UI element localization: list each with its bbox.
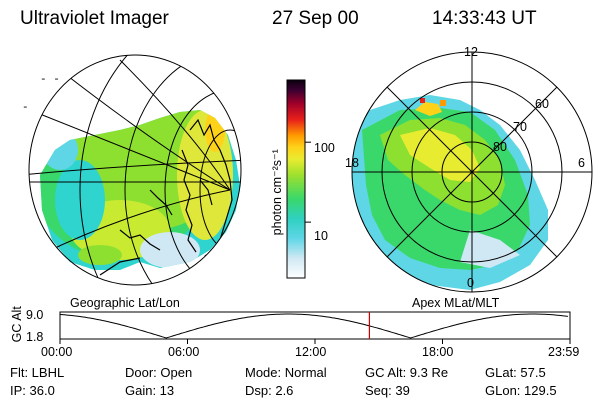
mlt-label-6: 6 [578, 156, 585, 170]
altitude-timeline [59, 311, 571, 344]
gc-alt-info: GC Alt: 9.3 Re [365, 365, 449, 380]
gain-info: Gain: 13 [125, 383, 175, 398]
altitude-xtick-3: 18:00 [422, 345, 454, 359]
geo-limb [28, 54, 242, 286]
dsp-info: Dsp: 2.6 [245, 383, 294, 398]
mlt-line-21-9 [386, 86, 558, 258]
seq-info: Seq: 39 [365, 383, 410, 398]
altitude-xtick-0: 00:00 [41, 345, 73, 359]
instrument-title: Ultraviolet Imager [20, 8, 169, 29]
door-info: Door: Open [125, 365, 193, 380]
date-label: 27 Sep 00 [272, 8, 359, 29]
mlat-label-70: 70 [513, 120, 527, 134]
altitude-curve [59, 313, 568, 339]
svg-text:- -: - - [40, 74, 60, 86]
mlat-label-60: 60 [535, 97, 549, 111]
geographic-panel-label: Geographic Lat/Lon [70, 296, 180, 310]
ip-info: IP: 36.0 [10, 383, 55, 398]
mode-info: Mode: Normal [245, 365, 327, 380]
colorbar-tick-100: 100 [314, 141, 335, 155]
colorbar [286, 79, 311, 279]
svg-text:-: - [22, 102, 29, 114]
altitude-frame [59, 311, 571, 340]
altitude-xtick-1: 06:00 [168, 345, 200, 359]
altitude-ylabel: GC Alt [9, 306, 24, 343]
colorbar-unit-label: photon cm⁻²s⁻¹ [269, 149, 284, 236]
colorbar-gradient [286, 79, 306, 279]
apex-panel-label: Apex MLat/MLT [412, 296, 500, 310]
altitude-xtick-2: 12:00 [295, 345, 327, 359]
altitude-xtick-4: 23:59 [548, 345, 580, 359]
mlt-label-0: 0 [467, 276, 474, 290]
mlat-label-80: 80 [493, 140, 507, 154]
colorbar-tick-10: 10 [314, 229, 328, 243]
glon-info: GLon: 129.5 [485, 383, 557, 398]
altitude-ytick-max: 9.0 [26, 308, 44, 322]
filter-info: Flt: LBHL [10, 365, 65, 380]
time-label: 14:33:43 UT [432, 8, 537, 29]
mlt-label-18: 18 [345, 156, 359, 170]
altitude-ytick-min: 1.8 [26, 330, 44, 344]
coastlines [99, 118, 233, 281]
mlt-label-12: 12 [464, 45, 478, 59]
glat-info: GLat: 57.5 [485, 365, 546, 380]
apex-polar-plot [351, 51, 593, 293]
